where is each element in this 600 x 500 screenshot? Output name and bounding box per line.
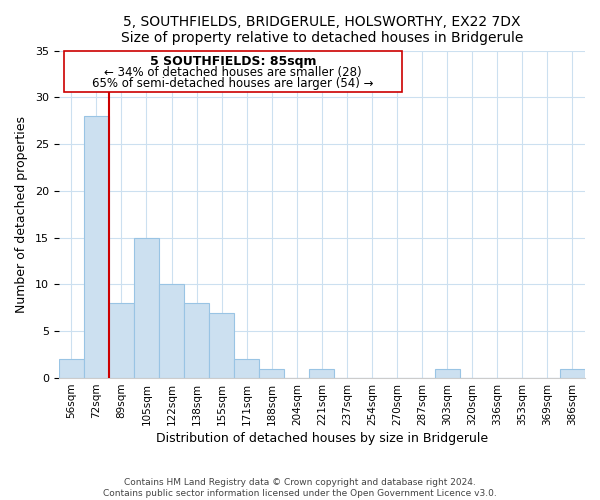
Title: 5, SOUTHFIELDS, BRIDGERULE, HOLSWORTHY, EX22 7DX
Size of property relative to de: 5, SOUTHFIELDS, BRIDGERULE, HOLSWORTHY, … [121, 15, 523, 45]
Bar [84, 116, 109, 378]
Bar [434, 368, 460, 378]
Text: ← 34% of detached houses are smaller (28): ← 34% of detached houses are smaller (28… [104, 66, 362, 80]
Text: 5 SOUTHFIELDS: 85sqm: 5 SOUTHFIELDS: 85sqm [149, 55, 316, 68]
Bar [259, 368, 284, 378]
Y-axis label: Number of detached properties: Number of detached properties [15, 116, 28, 313]
Text: 65% of semi-detached houses are larger (54) →: 65% of semi-detached houses are larger (… [92, 76, 374, 90]
Bar [134, 238, 159, 378]
Bar [109, 303, 134, 378]
Bar [560, 368, 585, 378]
Bar [310, 368, 334, 378]
Bar [159, 284, 184, 378]
Bar [209, 312, 234, 378]
Bar [59, 360, 84, 378]
X-axis label: Distribution of detached houses by size in Bridgerule: Distribution of detached houses by size … [156, 432, 488, 445]
Bar [234, 360, 259, 378]
Text: Contains HM Land Registry data © Crown copyright and database right 2024.
Contai: Contains HM Land Registry data © Crown c… [103, 478, 497, 498]
Bar [64, 50, 402, 92]
Bar [184, 303, 209, 378]
